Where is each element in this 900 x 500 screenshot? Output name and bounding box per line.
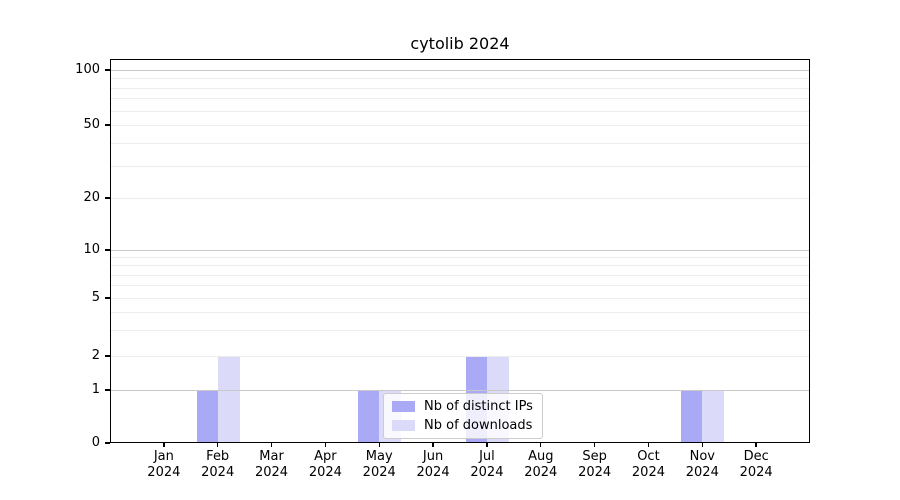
y-tick-label: 10 [83, 242, 100, 257]
y-tick-mark [105, 389, 110, 391]
x-tick-label: Nov 2024 [672, 449, 732, 481]
x-tick-month: Nov [689, 449, 715, 464]
x-tick-label: Feb 2024 [188, 449, 248, 481]
chart-title: cytolib 2024 [410, 34, 510, 53]
x-tick-year: 2024 [308, 465, 342, 480]
x-tick-year: 2024 [416, 465, 450, 480]
grid-line-minor [110, 298, 810, 299]
x-tick-label: Jan 2024 [134, 449, 194, 481]
x-tick-label: May 2024 [349, 449, 409, 481]
grid-line-minor [110, 142, 810, 144]
x-tick-year: 2024 [631, 465, 665, 480]
x-tick-year: 2024 [578, 465, 612, 480]
x-tick-month: Dec [743, 449, 769, 464]
grid-line-minor [110, 312, 810, 314]
x-tick-label: Sep 2024 [565, 449, 625, 481]
grid-line-major [110, 70, 810, 71]
x-tick-mark [378, 443, 380, 447]
bar-nb-of-distinct-ips [681, 390, 703, 443]
y-tick-mark [105, 355, 110, 357]
x-tick-mark [324, 443, 327, 447]
grid-line-minor [110, 110, 810, 112]
x-tick-label: Oct 2024 [618, 449, 678, 481]
grid-line-major [110, 390, 810, 391]
x-tick-mark [163, 443, 165, 447]
legend-swatch-nb-of-distinct-ips [392, 401, 415, 412]
x-tick-mark [486, 443, 488, 447]
x-tick-mark [755, 443, 757, 447]
x-tick-month: Jun [422, 449, 444, 464]
x-tick-year: 2024 [201, 465, 235, 480]
x-tick-mark [701, 443, 703, 447]
x-tick-month: May [365, 449, 393, 464]
x-tick-year: 2024 [524, 465, 558, 480]
x-tick-label: Aug 2024 [511, 449, 571, 481]
y-tick-mark [105, 249, 110, 251]
x-tick-mark [432, 443, 434, 447]
x-tick-label: Jul 2024 [457, 449, 517, 481]
bar-nb-of-downloads [702, 390, 725, 443]
grid-line-minor [110, 274, 810, 276]
x-tick-label: Dec 2024 [726, 449, 786, 481]
plot-area [110, 59, 810, 443]
x-tick-year: 2024 [147, 465, 181, 480]
x-tick-month: Jan [153, 449, 174, 464]
grid-line-minor [110, 87, 810, 89]
y-tick-label: 100 [75, 62, 100, 77]
y-tick-label: 20 [83, 190, 100, 205]
y-tick-mark [105, 197, 110, 199]
legend-label: Nb of distinct IPs [424, 399, 533, 414]
y-tick-label: 5 [91, 290, 100, 305]
x-tick-month: Feb [206, 449, 230, 464]
grid-line-major [110, 250, 810, 251]
x-tick-label: Jun 2024 [403, 449, 463, 481]
bar-nb-of-distinct-ips [196, 390, 218, 443]
y-tick-mark [105, 442, 110, 444]
y-tick-mark [105, 69, 110, 71]
x-tick-month: Apr [314, 449, 337, 464]
y-tick-label: 2 [91, 348, 100, 363]
x-tick-year: 2024 [470, 465, 504, 480]
x-tick-month: Oct [637, 449, 660, 464]
legend-swatch-nb-of-downloads [392, 420, 415, 431]
legend: Nb of distinct IPs Nb of downloads [383, 393, 543, 439]
x-tick-month: Mar [259, 449, 284, 464]
y-tick-label: 50 [83, 117, 100, 132]
x-tick-month: Jul [479, 449, 495, 464]
x-tick-year: 2024 [362, 465, 396, 480]
x-tick-mark [593, 443, 596, 447]
grid-line-minor [110, 165, 810, 167]
x-tick-year: 2024 [254, 465, 289, 480]
legend-row: Nb of distinct IPs [392, 399, 533, 414]
grid-line-minor [110, 125, 810, 126]
legend-row: Nb of downloads [392, 418, 533, 433]
y-tick-mark [105, 124, 110, 126]
bar-nb-of-downloads [217, 356, 240, 443]
x-tick-mark [647, 443, 650, 447]
x-tick-mark [270, 443, 273, 447]
grid-line-minor [110, 78, 810, 80]
grid-line-minor [110, 98, 810, 100]
x-tick-label: Apr 2024 [295, 449, 355, 481]
x-tick-month: Sep [582, 449, 607, 464]
grid-line-minor [110, 198, 810, 199]
y-tick-label: 0 [91, 435, 100, 450]
bar-nb-of-distinct-ips [358, 390, 380, 443]
legend-label: Nb of downloads [424, 418, 533, 433]
x-tick-year: 2024 [685, 465, 719, 480]
grid-line-minor [110, 285, 810, 287]
x-tick-mark [540, 443, 542, 447]
grid-line-minor [110, 356, 810, 357]
grid-line-minor [110, 265, 810, 267]
x-tick-year: 2024 [739, 465, 773, 480]
grid-line-minor [110, 257, 810, 259]
x-tick-month: Aug [528, 449, 554, 464]
grid-line-minor [110, 330, 810, 332]
y-tick-mark [105, 297, 110, 299]
x-tick-mark [216, 443, 219, 447]
y-tick-label: 1 [91, 382, 100, 397]
x-tick-label: Mar 2024 [242, 449, 302, 481]
